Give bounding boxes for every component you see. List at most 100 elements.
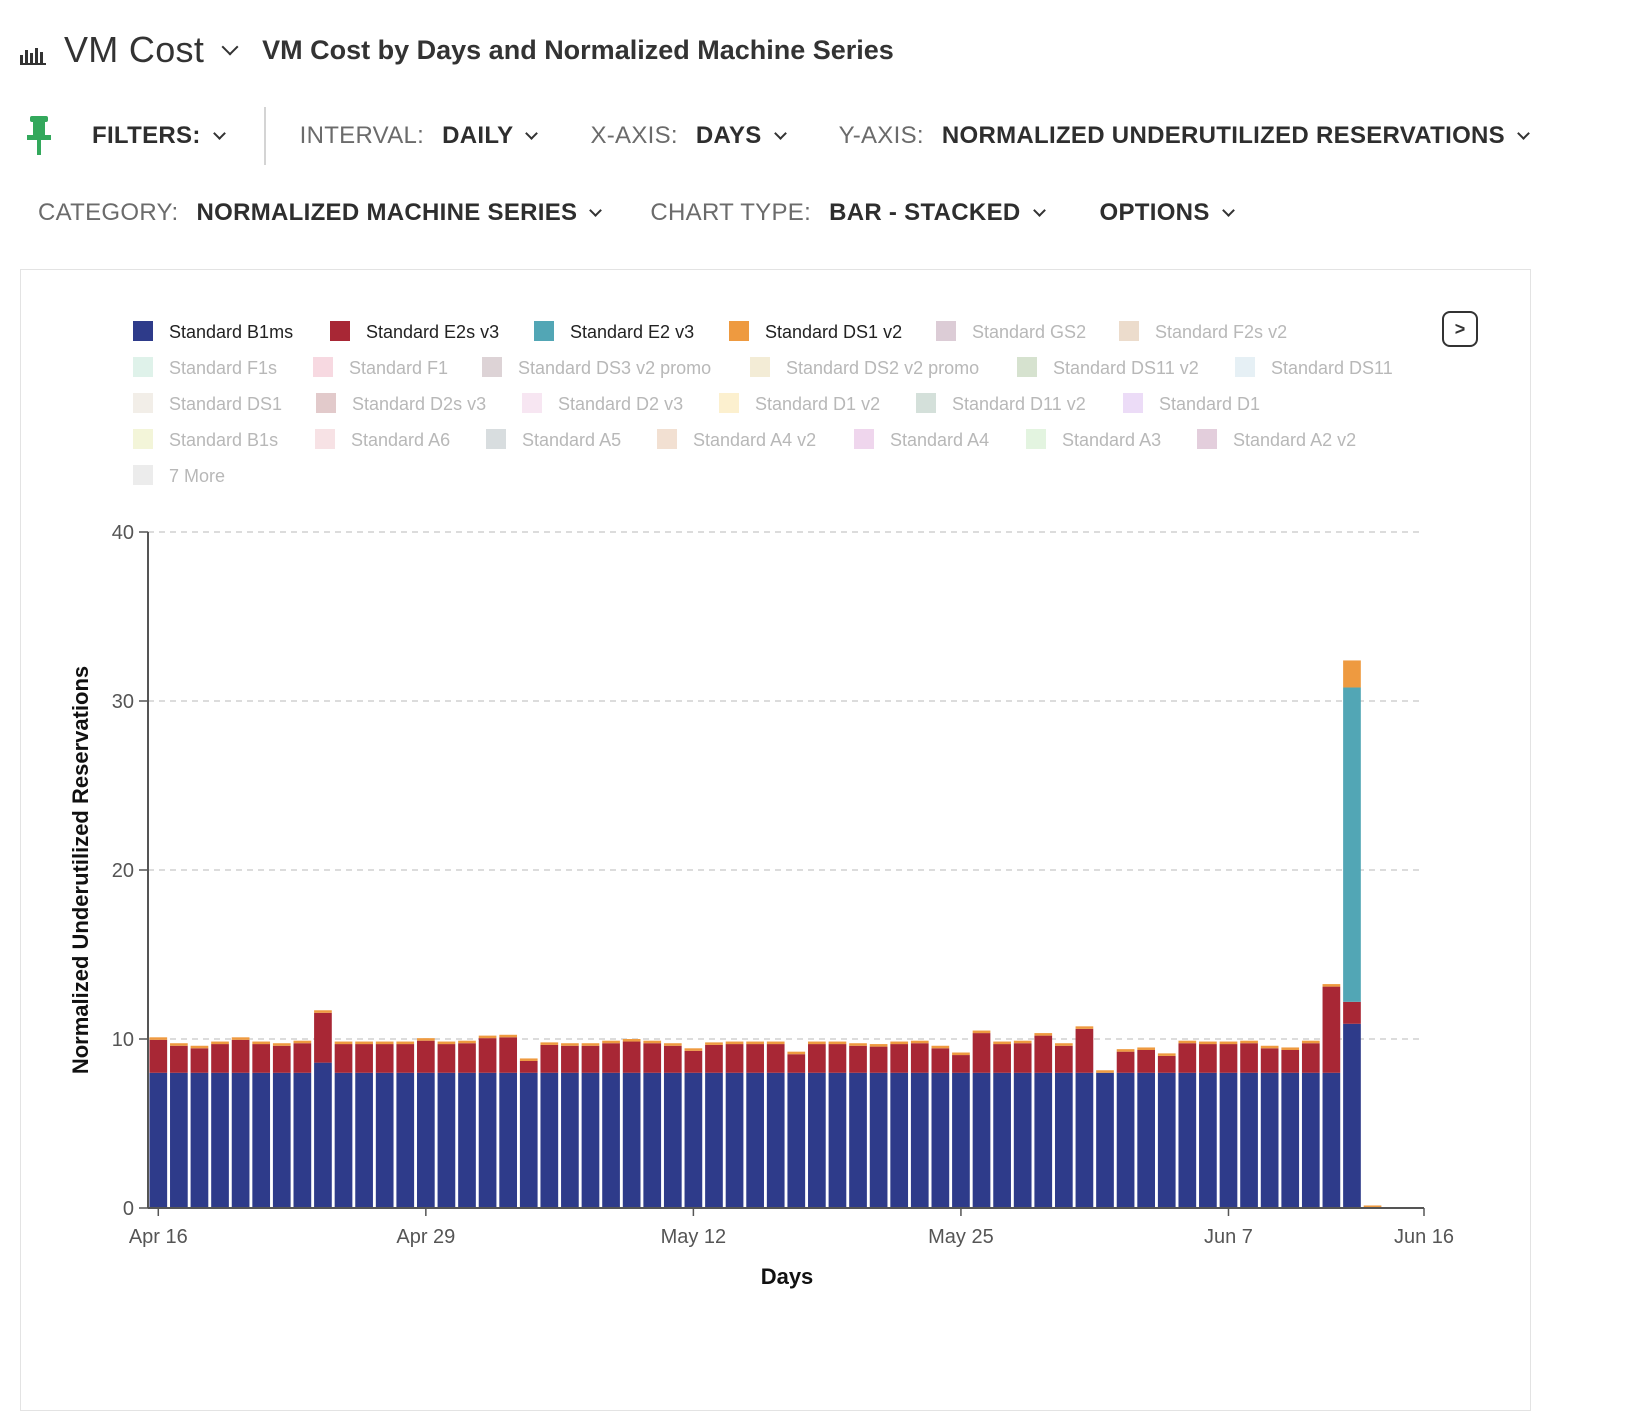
bar-segment[interactable] <box>1013 1040 1032 1044</box>
bar-segment[interactable] <box>375 1072 394 1208</box>
bar-segment[interactable] <box>1075 1026 1094 1029</box>
legend-swatch[interactable] <box>1017 357 1037 377</box>
bar-segment[interactable] <box>211 1044 229 1073</box>
legend-item-label[interactable]: Standard GS2 <box>972 322 1086 342</box>
bar-segment[interactable] <box>1363 1205 1382 1208</box>
bar-segment[interactable] <box>190 1072 209 1208</box>
bar-segment[interactable] <box>993 1044 1011 1073</box>
bar-segment[interactable] <box>663 1043 682 1046</box>
bar-segment[interactable] <box>458 1040 476 1044</box>
bar-segment[interactable] <box>1240 1072 1258 1208</box>
bar-segment[interactable] <box>355 1044 373 1073</box>
legend-item-label[interactable]: 7 More <box>169 466 225 486</box>
bar-segment[interactable] <box>334 1044 353 1073</box>
bar-segment[interactable] <box>211 1072 229 1208</box>
legend-item-label[interactable]: Standard D2s v3 <box>352 394 486 414</box>
bar-segment[interactable] <box>849 1043 867 1046</box>
bar-segment[interactable] <box>1281 1049 1300 1073</box>
legend-swatch[interactable] <box>133 321 153 341</box>
bar-segment[interactable] <box>1322 986 1341 1073</box>
bar-segment[interactable] <box>1260 1045 1279 1049</box>
bar-segment[interactable] <box>458 1043 476 1073</box>
bar-segment[interactable] <box>828 1044 847 1073</box>
legend-item-label[interactable]: Standard A6 <box>351 430 450 450</box>
bar-segment[interactable] <box>561 1043 579 1046</box>
legend-swatch[interactable] <box>1197 429 1217 449</box>
bar-segment[interactable] <box>1240 1043 1258 1073</box>
bar-segment[interactable] <box>725 1044 744 1073</box>
legend-next-button[interactable]: > <box>1442 311 1478 347</box>
app-title[interactable]: VM Cost <box>64 29 205 70</box>
legend-item-label[interactable]: Standard A4 v2 <box>693 430 816 450</box>
bar-segment[interactable] <box>931 1045 950 1049</box>
bar-segment[interactable] <box>972 1033 991 1073</box>
bar-segment[interactable] <box>149 1037 168 1040</box>
bar-segment[interactable] <box>499 1037 518 1073</box>
legend-swatch[interactable] <box>133 357 153 377</box>
bar-segment[interactable] <box>952 1052 970 1056</box>
bar-segment[interactable] <box>828 1072 847 1208</box>
bar-segment[interactable] <box>1281 1047 1300 1050</box>
bar-segment[interactable] <box>478 1035 497 1039</box>
bar-segment[interactable] <box>581 1045 600 1073</box>
bar-segment[interactable] <box>1343 1023 1361 1208</box>
bar-segment[interactable] <box>190 1045 209 1049</box>
bar-segment[interactable] <box>622 1041 641 1073</box>
bar-segment[interactable] <box>437 1072 456 1208</box>
xaxis-dropdown[interactable]: X-AXIS: DAYS <box>590 122 790 150</box>
bar-segment[interactable] <box>252 1044 271 1073</box>
bar-segment[interactable] <box>1034 1033 1053 1036</box>
bar-segment[interactable] <box>705 1044 723 1073</box>
legend-item-label[interactable]: Standard A5 <box>522 430 621 450</box>
bar-segment[interactable] <box>211 1041 229 1045</box>
bar-segment[interactable] <box>561 1072 579 1208</box>
bar-segment[interactable] <box>1075 1028 1094 1073</box>
bar-segment[interactable] <box>684 1048 703 1051</box>
legend-swatch[interactable] <box>133 393 153 413</box>
bar-segment[interactable] <box>1301 1043 1320 1073</box>
legend-item-label[interactable]: Standard F1s <box>169 358 277 378</box>
bar-segment[interactable] <box>355 1072 373 1208</box>
bar-segment[interactable] <box>396 1072 415 1208</box>
bar-segment[interactable] <box>972 1030 991 1034</box>
bar-segment[interactable] <box>1260 1048 1279 1073</box>
bar-segment[interactable] <box>663 1045 682 1073</box>
bar-segment[interactable] <box>1137 1049 1156 1073</box>
legend-swatch[interactable] <box>315 429 335 449</box>
bar-segment[interactable] <box>766 1044 785 1073</box>
bar-segment[interactable] <box>952 1055 970 1073</box>
bar-segment[interactable] <box>787 1072 806 1208</box>
bar-segment[interactable] <box>766 1072 785 1208</box>
bar-segment[interactable] <box>519 1058 538 1061</box>
bar-segment[interactable] <box>272 1072 291 1208</box>
pin-icon[interactable] <box>24 115 54 157</box>
bar-segment[interactable] <box>437 1041 456 1045</box>
bar-segment[interactable] <box>252 1072 271 1208</box>
bar-segment[interactable] <box>1075 1072 1094 1208</box>
bar-segment[interactable] <box>787 1051 806 1055</box>
bar-segment[interactable] <box>1219 1072 1238 1208</box>
bar-segment[interactable] <box>499 1072 518 1208</box>
bar-segment[interactable] <box>1157 1055 1176 1073</box>
bar-segment[interactable] <box>499 1034 518 1038</box>
bar-segment[interactable] <box>416 1038 435 1041</box>
bar-segment[interactable] <box>725 1041 744 1045</box>
bar-segment[interactable] <box>231 1039 250 1073</box>
bar-segment[interactable] <box>293 1043 312 1073</box>
bar-segment[interactable] <box>1301 1072 1320 1208</box>
bar-segment[interactable] <box>684 1072 703 1208</box>
bar-segment[interactable] <box>1054 1072 1073 1208</box>
legend-swatch[interactable] <box>534 321 554 341</box>
bar-segment[interactable] <box>602 1040 620 1044</box>
legend-swatch[interactable] <box>719 393 739 413</box>
legend-item-label[interactable]: Standard B1s <box>169 430 278 450</box>
bar-segment[interactable] <box>643 1043 662 1073</box>
bar-segment[interactable] <box>334 1041 353 1045</box>
bar-segment[interactable] <box>231 1072 250 1208</box>
bar-segment[interactable] <box>1260 1072 1279 1208</box>
bar-segment[interactable] <box>458 1072 476 1208</box>
bar-segment[interactable] <box>1199 1041 1217 1045</box>
bar-segment[interactable] <box>1343 687 1361 1002</box>
bar-segment[interactable] <box>705 1072 723 1208</box>
bar-segment[interactable] <box>1034 1035 1053 1073</box>
